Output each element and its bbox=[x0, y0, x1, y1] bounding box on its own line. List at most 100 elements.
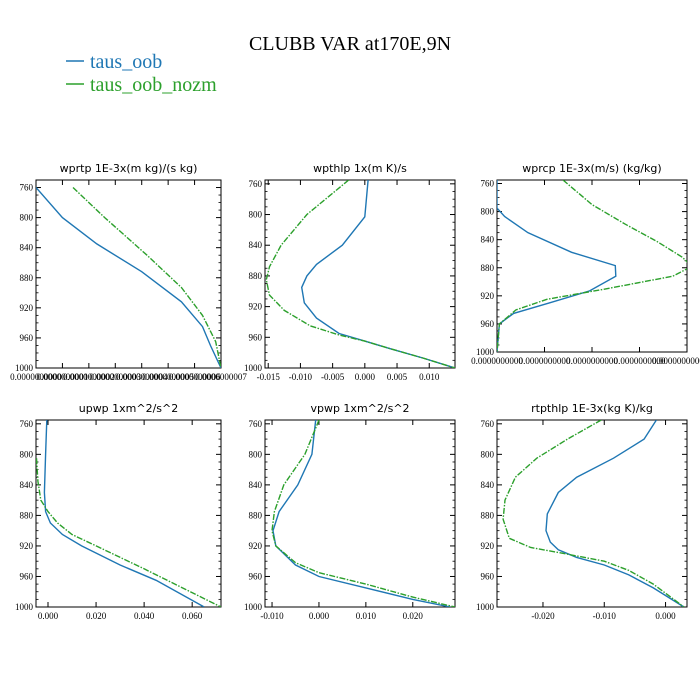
chart-title: wpthlp 1x(m K)/s bbox=[313, 162, 407, 175]
x-tick-label: 0.0000000000 bbox=[471, 356, 523, 366]
chart-panels: wprtp 1E-3x(m kg)/(s kg) 760 800 840 880 920 9… bbox=[10, 162, 700, 621]
y-tick-label: 880 bbox=[249, 510, 263, 520]
series-line-taus-oob-nozm bbox=[72, 186, 221, 368]
series-line-taus-oob bbox=[272, 420, 451, 607]
x-tick-label: -0.010 bbox=[593, 611, 617, 621]
y-tick-label: 840 bbox=[481, 235, 495, 245]
chart-title: wprcp 1E-3x(m/s) (kg/kg) bbox=[522, 162, 661, 175]
x-tick-label: 0.010 bbox=[419, 372, 440, 382]
series-line-taus-oob bbox=[300, 180, 455, 368]
series-line-taus-oob bbox=[43, 420, 205, 607]
legend-label-taus-oob: taus_oob bbox=[90, 51, 162, 73]
plot-frame bbox=[264, 179, 456, 369]
y-tick-label: 840 bbox=[20, 243, 34, 253]
x-tick-label: 0.000 bbox=[355, 372, 376, 382]
y-tick-label: 800 bbox=[481, 449, 495, 459]
series-line-taus-oob-nozm bbox=[265, 180, 455, 368]
y-tick-label: 840 bbox=[249, 240, 263, 250]
y-tick-label: 1000 bbox=[15, 602, 34, 612]
y-tick-label: 880 bbox=[249, 271, 263, 281]
x-tick-label: 0.0000000004 bbox=[116, 372, 168, 382]
plot-frame bbox=[496, 179, 688, 353]
y-tick-label: 960 bbox=[481, 571, 495, 581]
x-tick-label: 0.0000000006 bbox=[169, 372, 221, 382]
chart-panel-5: vpwp 1xm^2/s^2 760 800 840 880 920 960 1000-0.0… bbox=[244, 402, 456, 621]
chart-panel-6: rtpthlp 1E-3x(kg K)/kg 760 800 840 880 920 960… bbox=[476, 402, 688, 621]
y-tick-label: 800 bbox=[20, 213, 34, 223]
x-tick-label: 0.000 bbox=[38, 611, 59, 621]
x-tick-label: 0.040 bbox=[134, 611, 155, 621]
series-line-taus-oob bbox=[497, 180, 617, 352]
x-tick-label: 0.005 bbox=[387, 372, 408, 382]
y-tick-label: 880 bbox=[20, 510, 34, 520]
plot-frame bbox=[496, 419, 688, 608]
series-line-taus-oob bbox=[545, 420, 685, 607]
y-tick-label: 1000 bbox=[476, 602, 495, 612]
x-tick-label: 0.010 bbox=[356, 611, 377, 621]
plot-frame bbox=[264, 419, 456, 608]
y-tick-label: 840 bbox=[20, 480, 34, 490]
y-tick-label: 760 bbox=[249, 179, 263, 189]
x-tick-label: 0.0000000000 bbox=[10, 372, 62, 382]
chart-panel-1: wprtp 1E-3x(m kg)/(s kg) 760 800 840 880 920 9… bbox=[10, 162, 247, 382]
series-line-taus-oob-nozm bbox=[271, 420, 455, 607]
chart-title: rtpthlp 1E-3x(kg K)/kg bbox=[531, 402, 653, 415]
series-line-taus-oob bbox=[36, 187, 221, 368]
x-tick-label: 0.0000000005 bbox=[142, 372, 194, 382]
y-tick-label: 760 bbox=[20, 419, 34, 429]
chart-title: vpwp 1xm^2/s^2 bbox=[310, 402, 409, 415]
x-tick-label: 0.0000000002 bbox=[63, 372, 115, 382]
y-tick-label: 920 bbox=[249, 302, 263, 312]
x-tick-label: 0.0000000003 bbox=[89, 372, 141, 382]
x-tick-label: 0.000 bbox=[655, 611, 676, 621]
y-tick-label: 960 bbox=[481, 319, 495, 329]
series-line-taus-oob-nozm bbox=[502, 420, 685, 607]
x-tick-label: 0.0000000007 bbox=[195, 372, 247, 382]
y-tick-label: 920 bbox=[481, 291, 495, 301]
y-tick-label: 960 bbox=[20, 571, 34, 581]
y-tick-label: 880 bbox=[481, 510, 495, 520]
x-tick-label: 0.0000000000 bbox=[519, 356, 571, 366]
y-tick-label: 800 bbox=[20, 449, 34, 459]
series-line-taus-oob-nozm bbox=[36, 458, 221, 607]
y-tick-label: 800 bbox=[249, 449, 263, 459]
y-tick-label: 960 bbox=[249, 571, 263, 581]
y-tick-label: 760 bbox=[20, 183, 34, 193]
x-tick-label: -0.015 bbox=[257, 372, 281, 382]
y-tick-label: 960 bbox=[20, 333, 34, 343]
plot-frame bbox=[35, 179, 222, 369]
y-tick-label: 800 bbox=[481, 207, 495, 217]
x-tick-label: 0.00000000004000 bbox=[652, 356, 700, 366]
chart-panel-3: wprcp 1E-3x(m/s) (kg/kg) 760 800 840 880 920 9… bbox=[471, 162, 700, 366]
y-tick-label: 800 bbox=[249, 210, 263, 220]
chart-panel-2: wpthlp 1x(m K)/s7608008408809209601000-0… bbox=[244, 162, 456, 382]
figure-legend: taus_oob taus_oob_nozm bbox=[66, 51, 217, 96]
y-tick-label: 1000 bbox=[15, 363, 34, 373]
y-tick-label: 920 bbox=[249, 541, 263, 551]
y-tick-label: 760 bbox=[481, 179, 495, 189]
y-tick-label: 880 bbox=[481, 263, 495, 273]
x-tick-label: 0.000 bbox=[309, 611, 330, 621]
legend-label-taus-oob-nozm: taus_oob_nozm bbox=[90, 74, 217, 96]
y-tick-label: 880 bbox=[20, 273, 34, 283]
y-tick-label: 960 bbox=[249, 332, 263, 342]
x-tick-label: -0.020 bbox=[531, 611, 555, 621]
y-tick-label: 760 bbox=[481, 419, 495, 429]
chart-title: wprtp 1E-3x(m kg)/(s kg) bbox=[60, 162, 198, 175]
x-tick-label: -0.010 bbox=[289, 372, 313, 382]
x-tick-label: 0.020 bbox=[403, 611, 424, 621]
x-tick-label: 0.0000000000 bbox=[566, 356, 618, 366]
chart-title: upwp 1xm^2/s^2 bbox=[79, 402, 179, 415]
y-tick-label: 1000 bbox=[244, 602, 263, 612]
y-tick-label: 840 bbox=[481, 480, 495, 490]
x-tick-label: 0.0000000000 bbox=[614, 356, 666, 366]
x-tick-label: 0.0000000001 bbox=[37, 372, 89, 382]
plot-frame bbox=[35, 419, 222, 608]
series-line-taus-oob-nozm bbox=[497, 180, 687, 352]
y-tick-label: 920 bbox=[20, 303, 34, 313]
figure-title: CLUBB VAR at170E,9N bbox=[249, 33, 451, 55]
x-tick-label: 0.060 bbox=[182, 611, 203, 621]
x-tick-label: -0.010 bbox=[260, 611, 284, 621]
y-tick-label: 920 bbox=[20, 541, 34, 551]
